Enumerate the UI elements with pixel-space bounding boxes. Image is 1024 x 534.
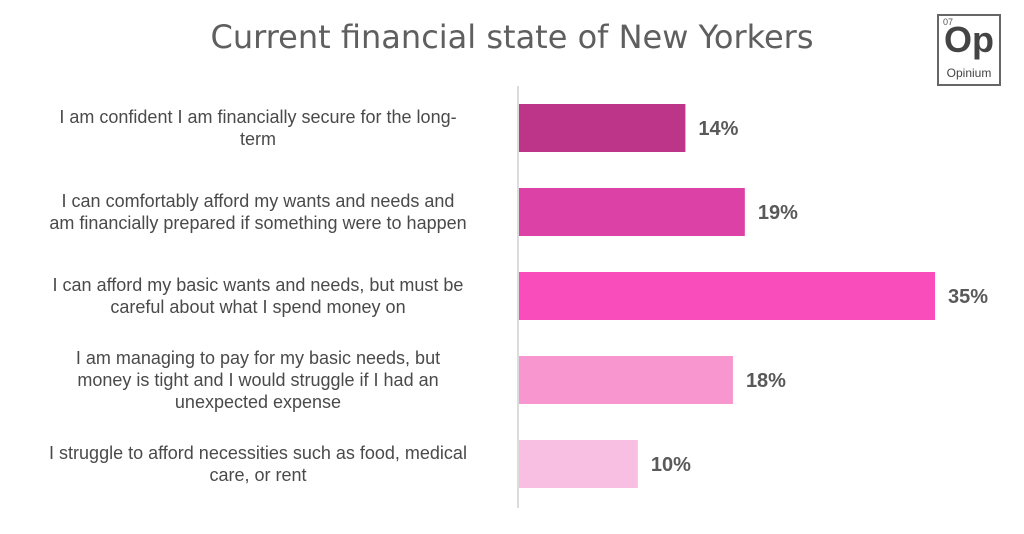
category-label: I can comfortably afford my wants and ne…	[49, 191, 466, 233]
data-label: 35%	[948, 286, 988, 308]
bar	[519, 440, 638, 488]
category-label: I struggle to afford necessities such as…	[49, 443, 467, 485]
chart-title: Current financial state of New Yorkers	[210, 18, 814, 56]
logo-symbol: Op	[944, 19, 994, 60]
bar	[519, 356, 733, 404]
bar	[519, 188, 745, 236]
data-label: 18%	[746, 370, 786, 392]
category-label: I am managing to pay for my basic needs,…	[76, 348, 440, 412]
category-label: I am confident I am financially secure f…	[59, 107, 456, 149]
data-label: 14%	[698, 118, 738, 140]
data-label: 10%	[651, 454, 691, 476]
logo-number: 07	[943, 17, 954, 27]
opinium-logo: 07 Op Opinium	[937, 14, 1001, 86]
data-label: 19%	[758, 202, 798, 224]
bar	[519, 104, 686, 152]
bar	[519, 272, 935, 320]
category-label: I can afford my basic wants and needs, b…	[53, 275, 464, 317]
logo-name: Opinium	[946, 66, 992, 80]
